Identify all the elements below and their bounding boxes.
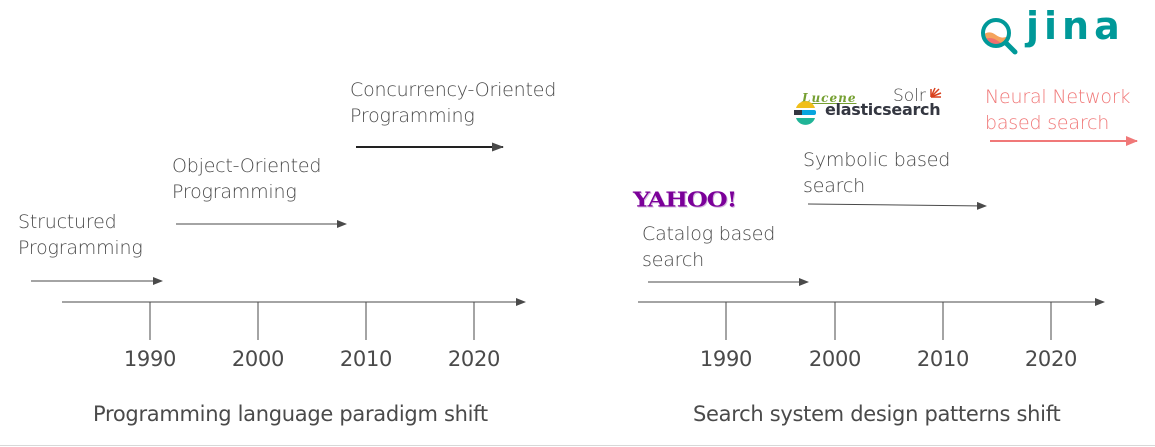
phase-catalog-line2: search [642, 249, 704, 271]
phase-symbolic-line1: Symbolic based [803, 149, 951, 171]
left-tick-label-2000: 2000 [231, 347, 285, 371]
yahoo-logo: YAHOO! [633, 187, 737, 212]
arrow-symbolic [807, 201, 987, 210]
left-tick-label-2010: 2010 [339, 347, 393, 371]
phase-structured-line2: Programming [18, 237, 143, 259]
lucene-logo: Lucene [802, 91, 857, 105]
right-tick-label-1990: 1990 [699, 347, 753, 371]
right-tick-label-2010: 2010 [916, 347, 970, 371]
phase-symbolic-line2: search [803, 175, 865, 197]
solr-logo-text: Solr [893, 86, 926, 106]
left-tick-label-2020: 2020 [447, 347, 501, 371]
phase-oop-line2: Programming [172, 181, 297, 203]
right-caption: Search system design patterns shift [693, 402, 1061, 426]
phase-neural-line2: based search [985, 112, 1110, 134]
phase-structured-line1: Structured [18, 211, 117, 233]
left-timeline-graphic [31, 142, 526, 340]
jina-logo-text: jina [1026, 4, 1125, 48]
phase-concurrency-line1: Concurrency-Oriented [350, 79, 557, 101]
jina-search-icon [981, 18, 1018, 55]
phase-oop-line1: Object-Oriented [172, 155, 322, 177]
phase-concurrency-line2: Programming [350, 105, 475, 127]
right-tick-label-2000: 2000 [808, 347, 862, 371]
elasticsearch-logo-text: elasticsearch [825, 100, 941, 119]
phase-neural-line1: Neural Network [985, 86, 1131, 108]
left-tick-label-1990: 1990 [123, 347, 177, 371]
right-tick-label-2020: 2020 [1024, 347, 1078, 371]
solr-sun-icon [930, 87, 942, 98]
left-caption: Programming language paradigm shift [93, 402, 488, 426]
phase-catalog-line1: Catalog based [642, 223, 776, 245]
elasticsearch-icon [794, 101, 816, 125]
bottom-divider [0, 445, 1155, 446]
